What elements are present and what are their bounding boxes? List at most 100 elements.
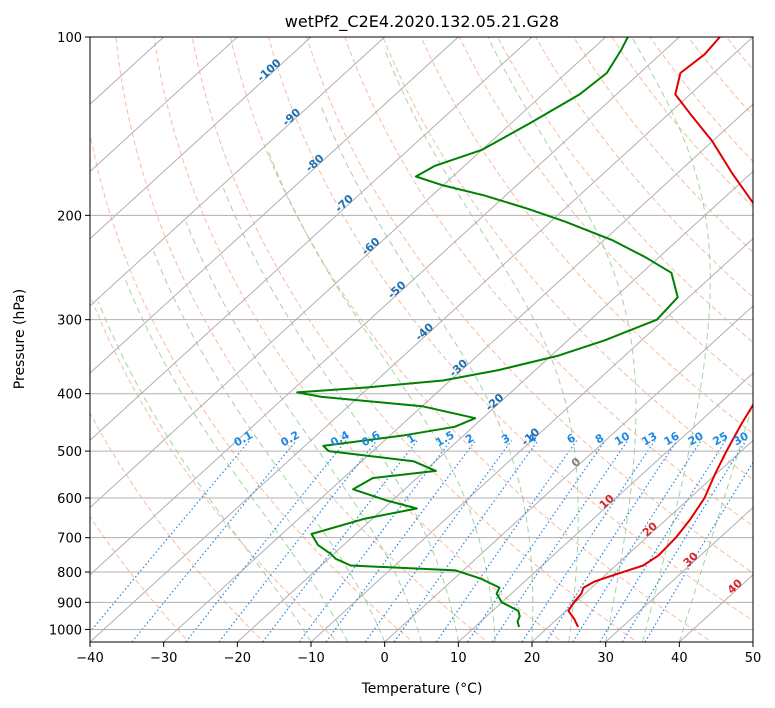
isotherm bbox=[90, 37, 680, 576]
mixing-ratio-label: 2 bbox=[463, 431, 476, 446]
mixing-ratio-label: 25 bbox=[711, 429, 731, 448]
y-axis: 100 200 300 400 500 600 700 800 900 1000 bbox=[49, 31, 90, 638]
y-tick-label: 400 bbox=[57, 388, 82, 403]
dry-adiabat bbox=[153, 37, 564, 642]
mixing-ratio-label: 36 bbox=[752, 429, 772, 448]
x-axis-label: Temperature (°C) bbox=[361, 681, 483, 697]
isotherm bbox=[310, 237, 753, 642]
mixing-ratio-line bbox=[90, 440, 251, 633]
y-tick-label: 800 bbox=[57, 566, 82, 581]
dry-adiabat bbox=[267, 37, 753, 622]
isotherm-label: -60 bbox=[359, 235, 383, 258]
isotherm bbox=[90, 37, 312, 240]
x-tick-label: −30 bbox=[150, 651, 177, 666]
dewpoint-line bbox=[296, 37, 679, 628]
x-tick-label: 30 bbox=[597, 651, 614, 666]
mixing-ratio-label: 16 bbox=[662, 429, 682, 448]
mixing-ratio-line bbox=[364, 440, 512, 642]
isotherm bbox=[236, 170, 753, 642]
mixing-ratio-line bbox=[644, 461, 753, 642]
isotherm bbox=[384, 305, 753, 642]
isotherm bbox=[90, 37, 533, 442]
isotherm bbox=[531, 439, 753, 642]
mixing-ratio-line bbox=[545, 440, 678, 642]
x-axis: −40 −30 −20 −10 0 10 20 30 40 50 bbox=[76, 642, 761, 666]
moist-adiabat bbox=[384, 49, 579, 642]
moist-adiabat bbox=[267, 149, 496, 642]
isotherm-label: 40 bbox=[725, 576, 745, 596]
mixing-ratio-line bbox=[521, 440, 656, 642]
isotherm bbox=[90, 37, 753, 642]
temperature-line bbox=[567, 37, 753, 628]
dry-adiabat bbox=[115, 37, 489, 642]
mixing-ratio-label: 8 bbox=[593, 431, 606, 446]
x-tick-label: 0 bbox=[381, 651, 389, 666]
y-tick-label: 1000 bbox=[49, 623, 82, 638]
isotherm-label: 30 bbox=[681, 549, 701, 569]
isotherm bbox=[90, 37, 459, 374]
mixing-ratio-label: 6 bbox=[565, 431, 578, 446]
background-lines bbox=[90, 24, 775, 645]
plot-frame bbox=[89, 36, 754, 643]
moist-adiabat bbox=[631, 37, 711, 642]
mixing-ratio-line bbox=[466, 440, 606, 642]
dry-adiabat bbox=[90, 412, 265, 642]
isotherm bbox=[752, 641, 753, 642]
dry-adiabat bbox=[90, 293, 339, 642]
moist-adiabat bbox=[153, 251, 386, 642]
moist-adiabat bbox=[185, 221, 422, 642]
isotherm-label: -70 bbox=[333, 192, 357, 215]
mixing-ratio-line bbox=[599, 440, 727, 642]
plot-labels: -100-90-80-70-60-50-40-30-20-10010203040… bbox=[232, 56, 772, 596]
mixing-ratio-line bbox=[325, 440, 476, 642]
moist-adiabat bbox=[124, 277, 349, 642]
x-tick-label: 20 bbox=[524, 651, 541, 666]
isotherm bbox=[163, 103, 753, 642]
isotherm bbox=[457, 372, 753, 642]
x-tick-label: −10 bbox=[297, 651, 324, 666]
dry-adiabat bbox=[90, 131, 414, 642]
isotherm bbox=[90, 37, 607, 509]
dry-adiabat bbox=[725, 37, 753, 71]
mixing-ratio-line bbox=[621, 440, 747, 642]
y-tick-label: 100 bbox=[57, 31, 82, 46]
moist-adiabat bbox=[487, 37, 637, 642]
dry-adiabat bbox=[458, 37, 753, 389]
pressure-grid bbox=[90, 37, 753, 630]
dry-adiabat bbox=[90, 515, 190, 642]
mixing-ratio-label: 3 bbox=[499, 431, 512, 446]
mixing-ratio-label: 0.6 bbox=[359, 428, 383, 449]
x-tick-label: 50 bbox=[745, 651, 762, 666]
mixing-ratio-label: 0.1 bbox=[232, 428, 255, 449]
chart-title: wetPf2_C2E4.2020.132.05.21.G28 bbox=[285, 12, 559, 32]
x-tick-label: 40 bbox=[671, 651, 688, 666]
isotherm-label: -90 bbox=[280, 106, 304, 129]
mixing-ratio-label: 0.2 bbox=[278, 428, 301, 449]
dry-adiabat bbox=[496, 37, 753, 344]
y-tick-label: 200 bbox=[57, 209, 82, 224]
dry-adiabat bbox=[535, 37, 753, 298]
mixing-ratio-label: 1.5 bbox=[433, 428, 456, 449]
dry-adiabat bbox=[344, 37, 753, 527]
mixing-ratio-line bbox=[491, 440, 629, 642]
mixing-ratio-line bbox=[131, 440, 297, 642]
y-tick-label: 300 bbox=[57, 314, 82, 329]
x-tick-label: 10 bbox=[450, 651, 467, 666]
y-tick-label: 700 bbox=[57, 532, 82, 547]
dry-adiabat bbox=[420, 37, 753, 435]
dry-adiabat bbox=[382, 37, 753, 481]
y-axis-label: Pressure (hPa) bbox=[12, 289, 28, 389]
dry-adiabat bbox=[191, 37, 638, 642]
mixing-ratio-label: 13 bbox=[640, 429, 660, 448]
profiles bbox=[296, 37, 753, 628]
dry-adiabat bbox=[754, 24, 775, 645]
moist-adiabat bbox=[222, 188, 459, 642]
isotherm-label: -50 bbox=[385, 278, 409, 301]
mixing-ratio-line bbox=[435, 440, 578, 642]
x-tick-label: −20 bbox=[224, 651, 251, 666]
moist-adiabat bbox=[678, 401, 753, 642]
mixing-ratio-line bbox=[218, 440, 378, 642]
isotherm bbox=[605, 506, 753, 642]
dry-adiabat bbox=[306, 37, 753, 574]
